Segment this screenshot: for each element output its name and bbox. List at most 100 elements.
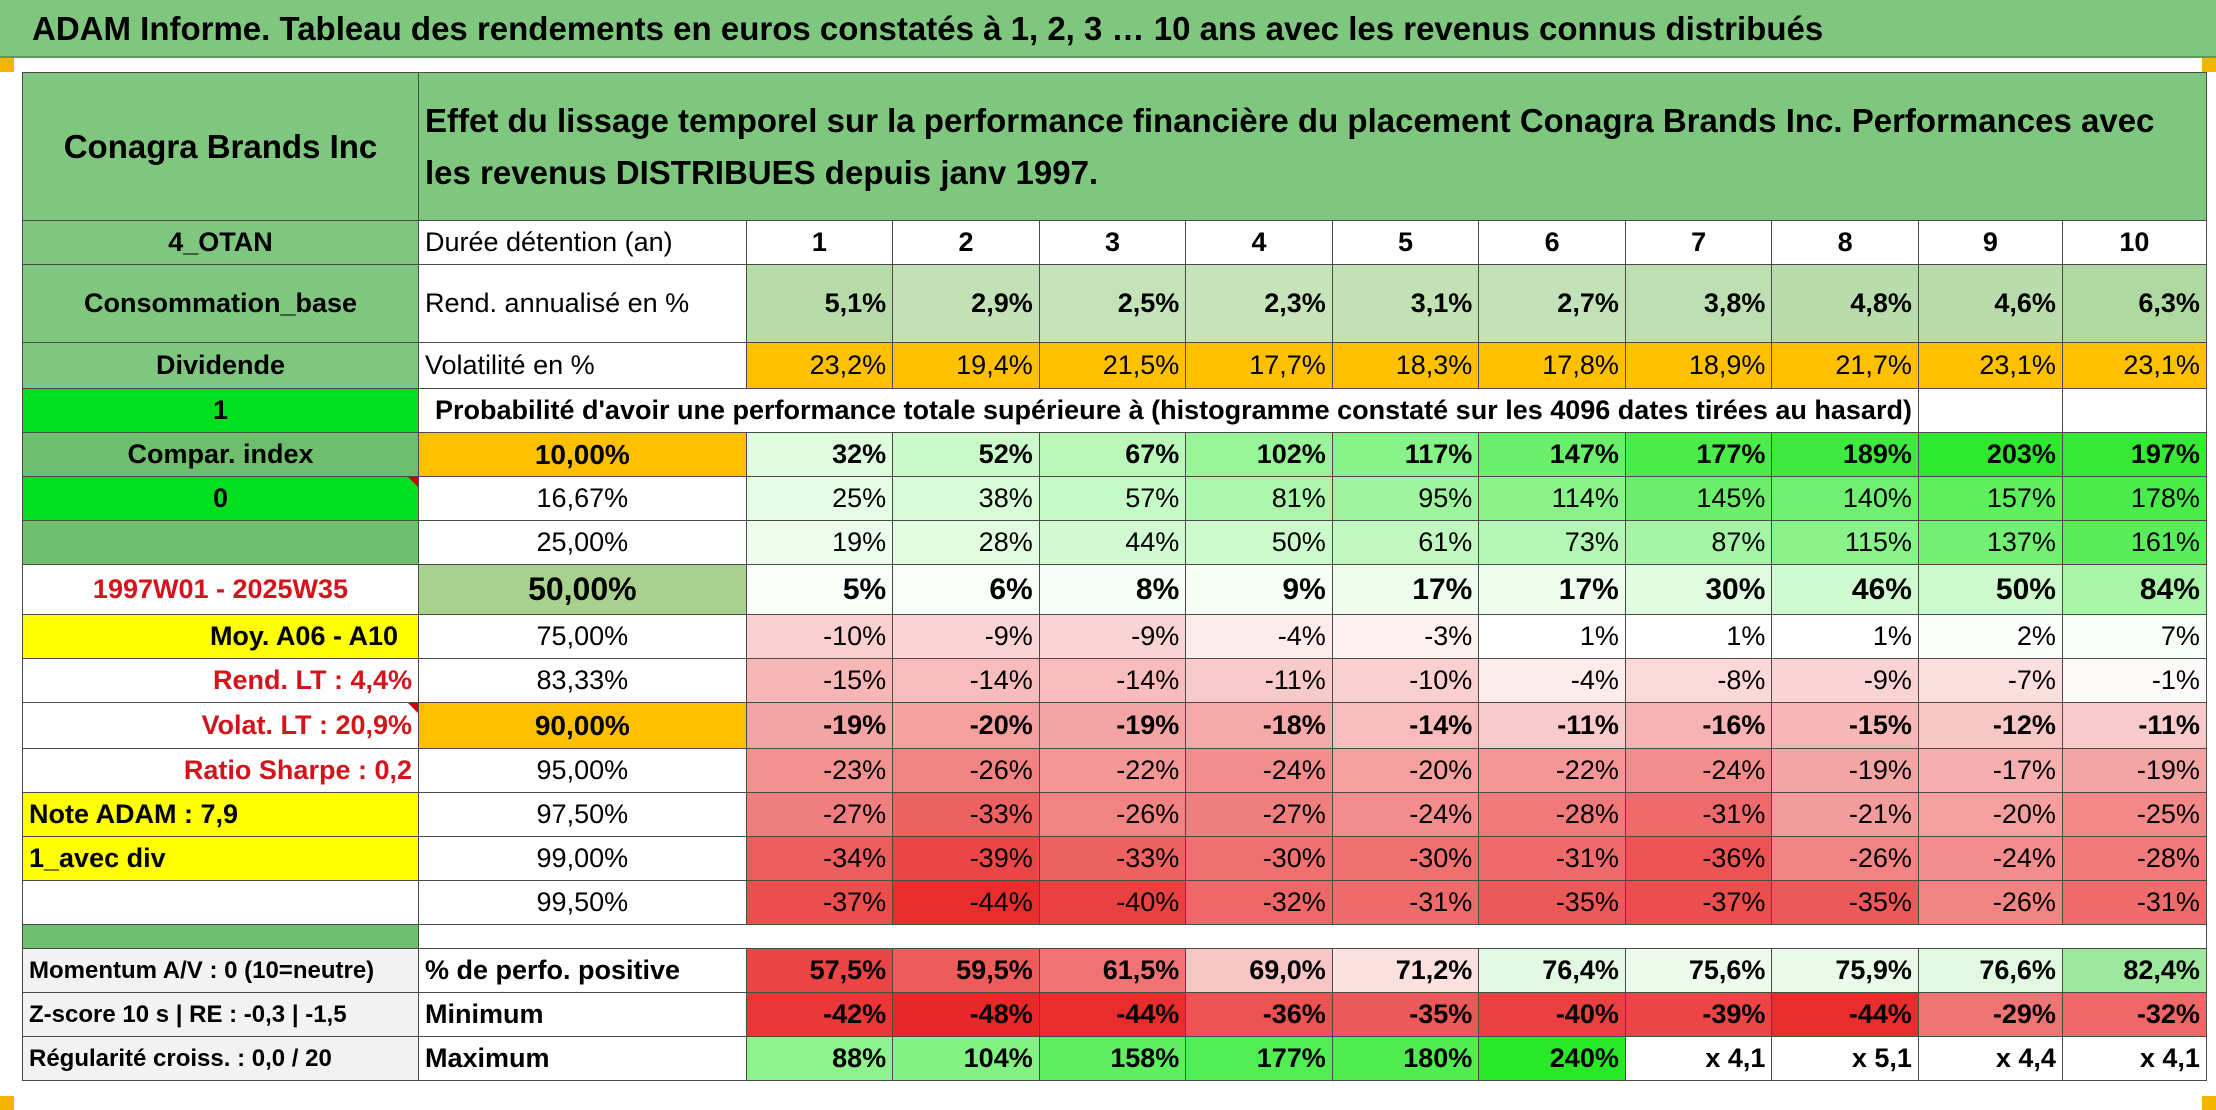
quantile-value: -44%: [892, 880, 1040, 925]
quantile-value: 6%: [892, 564, 1040, 615]
quantile-value: -22%: [1478, 748, 1626, 793]
positive-left-label: Momentum A/V : 0 (10=neutre): [22, 948, 419, 993]
rend-label: Rend. annualisé en %: [418, 264, 747, 343]
quantile-value: -1%: [2061, 658, 2207, 703]
quantile-value: -26%: [1038, 792, 1187, 837]
quantile-label: 25,00%: [418, 520, 747, 565]
years-row: 4_OTAN Durée détention (an) 1 2 3 4 5 6 …: [22, 220, 2207, 265]
quantile-value: -26%: [1771, 836, 1919, 881]
rend-value: 6,3%: [2061, 264, 2207, 343]
maximum-value: 240%: [1478, 1036, 1626, 1081]
rend-row: Consommation_base Rend. annualisé en % 5…: [22, 264, 2207, 343]
year-cell: 8: [1771, 220, 1919, 265]
quantile-value: -12%: [1917, 702, 2063, 749]
maximum-value: 88%: [745, 1036, 894, 1081]
quantile-value: 114%: [1478, 476, 1626, 521]
quantile-row: Note ADAM : 7,9 97,50% -27% -33% -26% -27% -24…: [22, 792, 2207, 837]
maximum-value: 177%: [1185, 1036, 1333, 1081]
minimum-value: -39%: [1624, 992, 1773, 1037]
quantile-value: -33%: [1038, 836, 1187, 881]
quantile-value: -4%: [1478, 658, 1626, 703]
quantile-value: -34%: [745, 836, 894, 881]
positive-value: 69,0%: [1185, 948, 1333, 993]
quantile-value: -25%: [2061, 792, 2207, 837]
quantile-value: -4%: [1185, 614, 1333, 659]
positive-value: 75,6%: [1624, 948, 1773, 993]
corner-marker: [2202, 58, 2216, 72]
maximum-left-label: Régularité croiss. : 0,0 / 20: [22, 1036, 419, 1081]
quantile-value: -30%: [1185, 836, 1333, 881]
quantile-value: -17%: [1917, 748, 2063, 793]
quantile-value: -19%: [1771, 748, 1919, 793]
quantile-value: 117%: [1331, 432, 1480, 477]
minimum-value: -29%: [1917, 992, 2063, 1037]
quantile-label: 10,00%: [418, 432, 747, 477]
quantile-value: -33%: [892, 792, 1040, 837]
quantile-value: -15%: [745, 658, 894, 703]
quantile-value: 147%: [1478, 432, 1626, 477]
volat-value: 23,1%: [1917, 342, 2063, 389]
quantile-row: 0 16,67% 25% 38% 57% 81% 95% 114% 145% 140% 157% 17…: [22, 476, 2207, 521]
quantile-value: 203%: [1917, 432, 2063, 477]
quantile-value: -9%: [892, 614, 1040, 659]
year-cell: 1: [745, 220, 894, 265]
quantile-value: -20%: [892, 702, 1040, 749]
minimum-value: -44%: [1038, 992, 1187, 1037]
quantile-value: 2%: [1917, 614, 2063, 659]
volat-value: 21,7%: [1771, 342, 1919, 389]
quantile-value: 38%: [892, 476, 1040, 521]
type-label: Dividende: [22, 342, 419, 389]
minimum-value: -32%: [2061, 992, 2207, 1037]
flag-one: 1: [22, 388, 419, 433]
maximum-value: 180%: [1331, 1036, 1480, 1081]
quantile-row: 99,50% -37% -44% -40% -32% -31% -35% -37% -35% -2…: [22, 880, 2207, 925]
quantile-value: -23%: [745, 748, 894, 793]
rend-value: 4,6%: [1917, 264, 2063, 343]
duration-label: Durée détention (an): [418, 220, 747, 265]
quantile-value: -20%: [1331, 748, 1480, 793]
quantile-value: 177%: [1624, 432, 1773, 477]
rend-value: 3,1%: [1331, 264, 1480, 343]
company-name: Conagra Brands Inc: [22, 72, 419, 221]
header-row: Conagra Brands Inc Effet du lissage temp…: [22, 72, 2207, 221]
positive-value: 57,5%: [745, 948, 894, 993]
positive-value: 59,5%: [892, 948, 1040, 993]
quantile-value: -31%: [1624, 792, 1773, 837]
quantile-value: 7%: [2061, 614, 2207, 659]
quantile-value: -8%: [1624, 658, 1773, 703]
table-description: Effet du lissage temporel sur la perform…: [418, 72, 2207, 221]
quantile-label: 50,00%: [418, 564, 747, 615]
quantile-value: -11%: [1185, 658, 1333, 703]
minimum-value: -40%: [1478, 992, 1626, 1037]
quantile-value: -27%: [1185, 792, 1333, 837]
flag-zero: 0: [22, 476, 419, 521]
quantile-label: 95,00%: [418, 748, 747, 793]
compar-label: Compar. index: [22, 432, 419, 477]
year-cell: 3: [1038, 220, 1187, 265]
quantile-value: -26%: [1917, 880, 2063, 925]
quantile-value: -11%: [2061, 702, 2207, 749]
quantile-value: -39%: [892, 836, 1040, 881]
quantile-value: 73%: [1478, 520, 1626, 565]
quantile-value: -32%: [1185, 880, 1333, 925]
separator-row: [22, 924, 2207, 949]
quantile-label: 83,33%: [418, 658, 747, 703]
quantile-value: 161%: [2061, 520, 2207, 565]
volat-value: 17,8%: [1478, 342, 1626, 389]
quantile-value: 5%: [745, 564, 894, 615]
quantile-value: -36%: [1624, 836, 1773, 881]
quantile-value: -28%: [2061, 836, 2207, 881]
quantile-value: -9%: [1771, 658, 1919, 703]
quantile-value: -27%: [745, 792, 894, 837]
positive-value: 76,6%: [1917, 948, 2063, 993]
volat-lt-label: Volat. LT : 20,9%: [22, 702, 419, 749]
maximum-row: Régularité croiss. : 0,0 / 20 Maximum 88% 1…: [22, 1036, 2207, 1081]
quantile-value: -14%: [892, 658, 1040, 703]
moy-label: Moy. A06 - A10: [22, 614, 419, 659]
rend-value: 2,3%: [1185, 264, 1333, 343]
quantile-value: -9%: [1038, 614, 1187, 659]
volat-value: 23,2%: [745, 342, 894, 389]
quantile-row: Compar. index 10,00% 32% 52% 67% 102% 117% 147%…: [22, 432, 2207, 477]
quantile-value: 115%: [1771, 520, 1919, 565]
quantile-value: 1%: [1771, 614, 1919, 659]
